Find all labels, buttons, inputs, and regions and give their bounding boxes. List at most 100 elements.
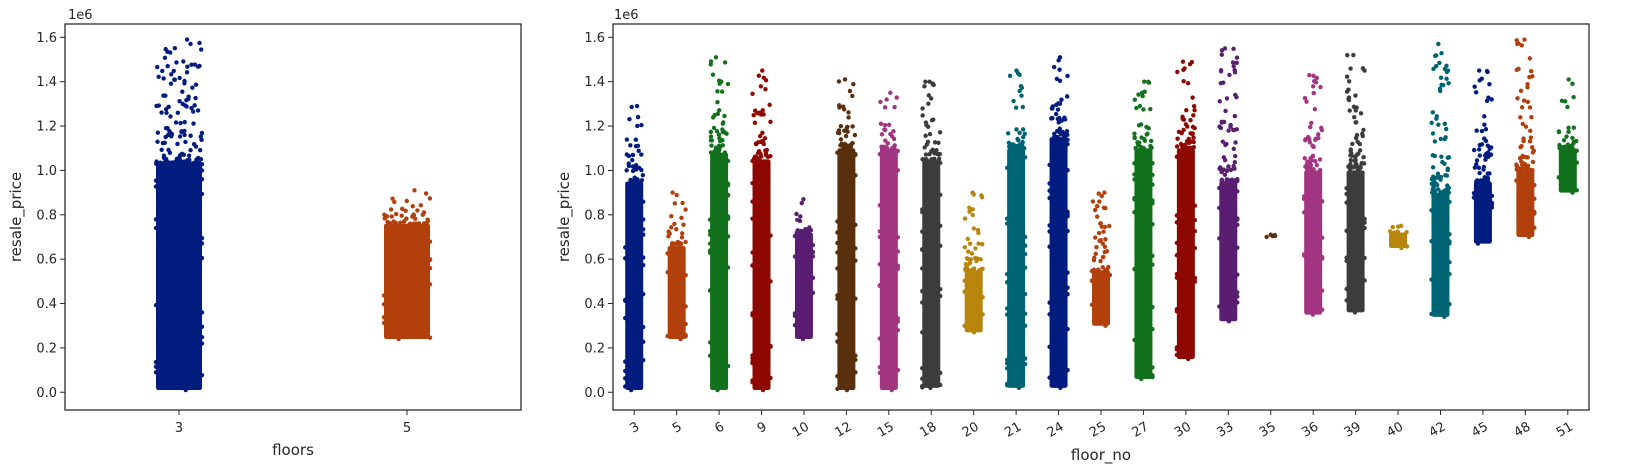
data-point xyxy=(1487,146,1492,152)
data-point xyxy=(938,223,943,229)
data-point xyxy=(199,191,205,197)
data-point xyxy=(1474,158,1480,163)
data-point-min xyxy=(715,387,720,393)
data-point xyxy=(853,370,858,375)
data-point xyxy=(674,227,679,232)
data-point xyxy=(1064,129,1070,134)
data-point xyxy=(1047,162,1052,168)
data-point xyxy=(390,196,395,201)
data-point xyxy=(938,287,943,292)
data-point xyxy=(1093,251,1098,257)
data-point xyxy=(920,157,925,162)
data-point xyxy=(963,261,969,267)
strip-12 xyxy=(835,77,858,393)
data-point xyxy=(172,160,178,165)
data-point xyxy=(1013,105,1019,110)
data-point xyxy=(1094,245,1099,250)
data-point-max xyxy=(1476,68,1482,73)
data-point xyxy=(1050,115,1055,121)
data-point xyxy=(1519,105,1525,110)
data-point xyxy=(1224,96,1230,101)
data-point xyxy=(183,139,188,145)
data-point xyxy=(1489,205,1495,210)
panel-2-y-axis-label: resale_price xyxy=(555,172,574,262)
data-point xyxy=(1055,134,1060,140)
data-point xyxy=(173,120,179,125)
data-point xyxy=(931,82,936,88)
data-point xyxy=(1094,203,1100,209)
data-point xyxy=(1138,144,1144,150)
data-point xyxy=(850,93,855,99)
data-point xyxy=(1174,240,1180,246)
data-point xyxy=(630,157,635,163)
data-point xyxy=(1217,99,1222,104)
data-point xyxy=(388,207,394,212)
data-point-min xyxy=(678,336,683,342)
data-point xyxy=(1104,249,1110,254)
strip-core xyxy=(1007,148,1026,388)
data-point xyxy=(1182,144,1187,149)
data-point xyxy=(707,353,713,358)
data-point xyxy=(1489,201,1495,207)
data-point xyxy=(1185,81,1191,86)
data-point xyxy=(1518,88,1524,94)
y-tick-label: 1.0 xyxy=(36,164,57,179)
data-point xyxy=(1477,170,1482,176)
data-point xyxy=(1059,118,1064,123)
panel-2-x-axis-label: floor_no xyxy=(1071,446,1131,465)
data-point xyxy=(1136,123,1142,128)
data-point xyxy=(1430,131,1436,136)
data-point xyxy=(922,84,927,89)
strip-30 xyxy=(1174,59,1198,362)
data-point xyxy=(924,157,929,162)
data-point xyxy=(707,228,713,234)
data-point xyxy=(1140,93,1145,99)
data-point xyxy=(1446,190,1451,195)
data-point xyxy=(1361,127,1366,133)
data-point xyxy=(1065,270,1070,275)
data-point xyxy=(725,265,731,270)
data-point-max xyxy=(1057,55,1063,60)
data-point xyxy=(810,242,816,248)
data-point xyxy=(1047,223,1052,228)
strip-core xyxy=(794,232,813,340)
data-point xyxy=(188,41,193,47)
data-point xyxy=(199,335,205,340)
data-point xyxy=(404,216,409,221)
data-point xyxy=(623,368,628,374)
data-point xyxy=(1404,229,1409,235)
data-point xyxy=(841,104,846,109)
data-point xyxy=(160,68,165,74)
y-tick-label: 0.0 xyxy=(584,386,605,401)
data-point xyxy=(1483,153,1488,158)
data-point-max xyxy=(1351,52,1356,58)
data-point xyxy=(1344,191,1349,197)
strip-21 xyxy=(1004,68,1028,391)
x-tick-label: 39 xyxy=(1342,419,1364,440)
data-point-max xyxy=(634,103,640,109)
y-tick-label: 0.8 xyxy=(584,208,605,223)
data-point xyxy=(725,363,731,369)
data-point xyxy=(624,168,629,173)
data-point xyxy=(1310,84,1316,89)
data-point xyxy=(1097,199,1102,204)
data-point xyxy=(1009,145,1014,151)
data-point xyxy=(962,245,968,250)
data-point xyxy=(641,262,646,268)
data-point xyxy=(1360,131,1365,136)
data-point xyxy=(1103,205,1108,211)
data-point xyxy=(1362,216,1367,222)
data-point xyxy=(750,158,755,164)
data-point xyxy=(794,230,800,235)
data-point xyxy=(1434,63,1439,69)
data-point-max xyxy=(842,77,848,82)
data-point xyxy=(967,209,972,214)
data-point xyxy=(411,221,416,226)
data-point xyxy=(932,140,938,145)
data-point xyxy=(720,129,726,135)
data-point xyxy=(186,153,192,158)
data-point xyxy=(1445,167,1450,173)
data-point-max xyxy=(1566,77,1571,82)
data-point xyxy=(725,183,731,188)
data-point xyxy=(1348,157,1354,163)
